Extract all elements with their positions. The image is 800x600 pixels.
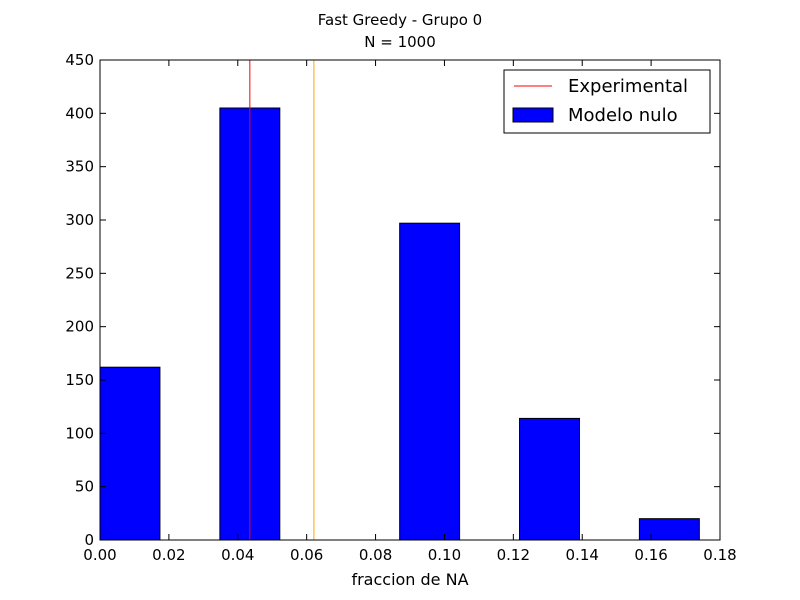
x-tick-label-6: 0.12 (497, 546, 530, 564)
x-tick-label-0: 0.00 (83, 546, 116, 564)
x-tick-label-4: 0.08 (359, 546, 392, 564)
y-tick-label-1: 50 (75, 478, 94, 496)
y-tick-label-7: 350 (65, 158, 94, 176)
x-tick-label-8: 0.16 (634, 546, 667, 564)
vertical-lines-group (249, 60, 315, 540)
x-tick-label-1: 0.02 (152, 546, 185, 564)
legend-label-0: Experimental (568, 76, 688, 97)
histogram-bar-3 (519, 417, 580, 541)
x-tick-label-9: 0.18 (703, 546, 736, 564)
x-tick-label-2: 0.04 (221, 546, 254, 564)
y-tick-label-5: 250 (65, 264, 94, 282)
x-tick-label-7: 0.14 (566, 546, 599, 564)
y-tick-label-8: 400 (65, 104, 94, 122)
histogram-bar-0 (99, 366, 161, 541)
histogram-bar-4 (638, 518, 700, 541)
plot-frame (99, 59, 721, 541)
x-axis-ticks: 0.00 0.02 0.04 0.06 0.08 0.10 0.12 0.14 0.16 0.18 (83, 60, 737, 564)
bars-group (99, 107, 700, 541)
x-tick-label-5: 0.10 (428, 546, 461, 564)
chart-subtitle: N = 1000 (364, 33, 436, 51)
y-axis-ticks: 0 50 100 150 200 250 300 350 400 450 (65, 51, 720, 549)
y-tick-label-4: 200 (65, 318, 94, 336)
x-tick-label-3: 0.06 (290, 546, 323, 564)
y-tick-label-0: 0 (84, 531, 94, 549)
y-tick-label-6: 300 (65, 211, 94, 229)
legend-patch-swatch (512, 107, 554, 123)
histogram-bar-2 (399, 222, 461, 541)
y-tick-label-9: 450 (65, 51, 94, 69)
x-axis-label: fraccion de NA (351, 570, 468, 589)
y-tick-label-2: 100 (65, 424, 94, 442)
chart-title: Fast Greedy - Grupo 0 (318, 11, 482, 29)
legend-label-1: Modelo nulo (568, 105, 678, 126)
legend: Experimental Modelo nulo (503, 69, 711, 134)
y-tick-label-3: 150 (65, 371, 94, 389)
